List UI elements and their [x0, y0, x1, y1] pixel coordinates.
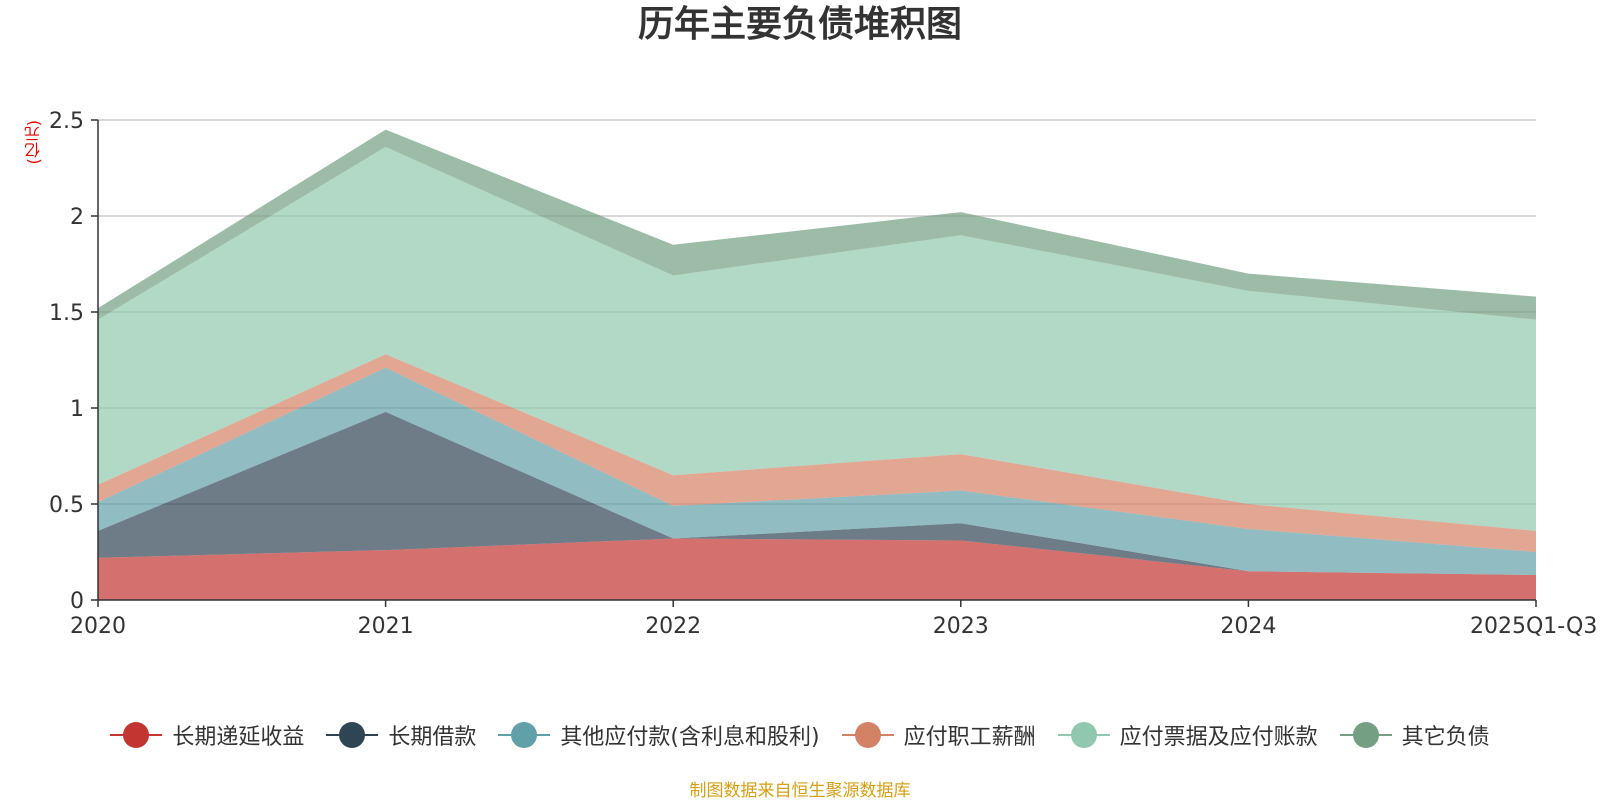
x-tick-label-1: 2021 [358, 614, 414, 639]
x-tick-label-4: 2024 [1220, 614, 1276, 639]
y-tick-label-2: 1 [70, 397, 84, 422]
legend-item-5[interactable]: 其它负债 [1339, 719, 1490, 751]
legend-item-2[interactable]: 其他应付款(含利息和股利) [498, 719, 820, 751]
x-tick-label-5: 2025Q1-Q3 [1470, 614, 1597, 639]
x-tick-label-3: 2023 [933, 614, 989, 639]
legend-marker-icon [1339, 722, 1392, 748]
legend-marker-icon [498, 722, 551, 748]
source-note: 制图数据来自恒生聚源数据库 [689, 781, 911, 801]
legend-marker-icon [841, 722, 894, 748]
legend-item-1[interactable]: 长期借款 [326, 719, 476, 751]
area-series-2 [98, 367, 1536, 576]
legend-label: 长期借款 [388, 725, 477, 750]
y-tick-label-5: 2.5 [49, 109, 84, 134]
x-tick-label-2: 2022 [645, 614, 701, 639]
y-tick-label-3: 1.5 [49, 301, 84, 326]
area-series-4 [98, 146, 1536, 531]
legend-marker-icon [1057, 722, 1110, 748]
legend-item-3[interactable]: 应付职工薪酬 [841, 719, 1036, 751]
area-series-5 [98, 129, 1536, 320]
legend-item-0[interactable]: 长期递延收益 [110, 719, 304, 751]
legend-label: 应付票据及应付账款 [1119, 725, 1318, 750]
chart-title: 历年主要负债堆积图 [637, 4, 962, 45]
y-tick-label-4: 2 [70, 205, 84, 230]
legend-item-4[interactable]: 应付票据及应付账款 [1057, 719, 1318, 751]
legend-marker-icon [326, 722, 379, 748]
area-series-1 [98, 411, 1536, 576]
y-axis-unit: (亿元) [24, 120, 43, 165]
legend-marker-icon [110, 722, 163, 748]
legend-label: 应付职工薪酬 [903, 725, 1036, 750]
area-series-3 [98, 354, 1536, 552]
legend: 长期递延收益 长期借款 其他应付款(含利息和股利) 应付职工薪酬 应付票据及应付账款 其它… [0, 715, 1600, 755]
x-tick-label-0: 2020 [70, 614, 126, 639]
y-tick-label-1: 0.5 [49, 493, 84, 518]
area-series-0 [98, 538, 1536, 600]
legend-label: 其他应付款(含利息和股利) [560, 725, 820, 750]
y-tick-label-0: 0 [70, 589, 84, 614]
legend-label: 其它负债 [1401, 725, 1490, 750]
legend-label: 长期递延收益 [172, 725, 305, 750]
